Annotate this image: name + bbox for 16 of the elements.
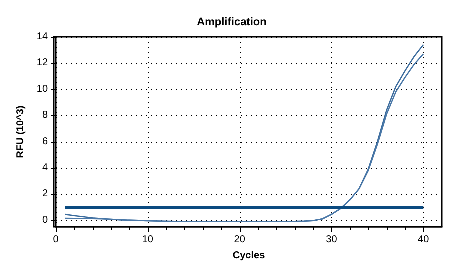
y-tick-label: 2 [42,188,48,200]
x-tick-label: 0 [53,234,60,246]
y-tick-label: 12 [36,58,48,69]
y-tick-label: 4 [42,162,48,174]
x-tick-label: 20 [234,234,246,246]
chart-title: Amplification [197,16,268,28]
y-tick-label: 6 [42,136,48,148]
y-tick-label: 10 [36,84,48,95]
y-tick-label: 0 [42,214,48,226]
y-axis-title: RFU (10^3) [16,106,26,158]
x-tick-label: 40 [418,234,430,246]
x-tick-label: 30 [326,234,338,246]
y-tick-label: 14 [36,32,48,42]
x-axis-title: Cycles [232,250,266,262]
y-tick-label: 8 [42,110,48,122]
x-tick-label: 10 [142,234,154,246]
